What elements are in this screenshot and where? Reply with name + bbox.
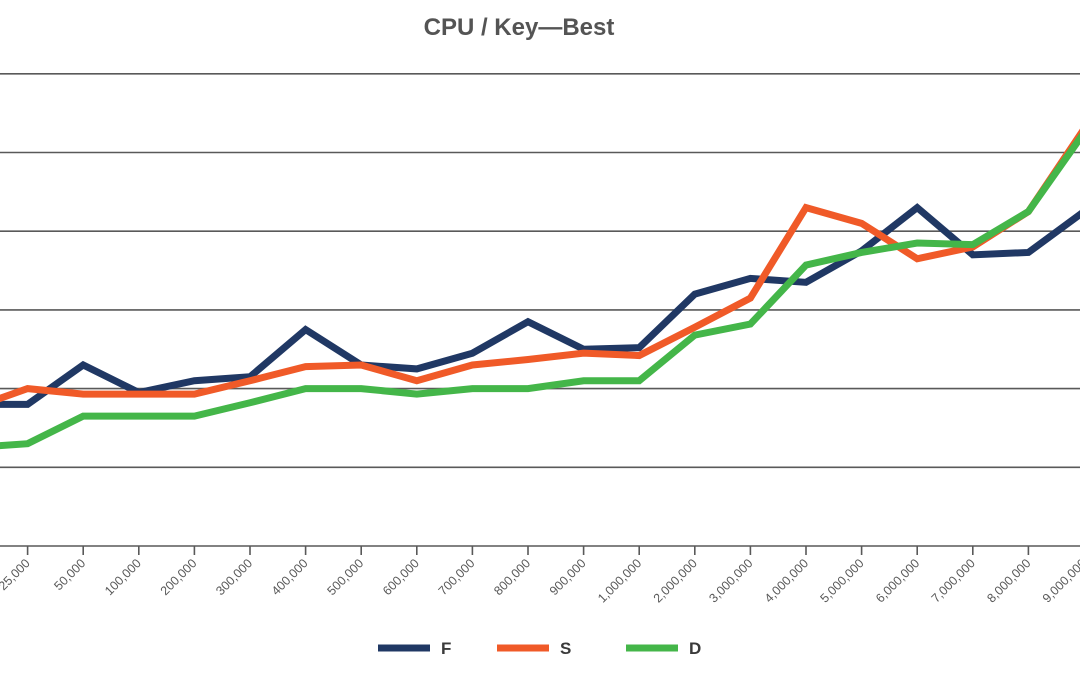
x-axis-ticks	[26, 546, 1030, 555]
series-line-s	[0, 128, 1080, 403]
x-tick-label: 6,000,000	[873, 556, 922, 605]
series-lines	[0, 128, 1080, 450]
legend-label-f: F	[441, 639, 451, 658]
x-tick-label: 2,000,000	[651, 556, 700, 605]
x-tick-label: 5,000,000	[818, 556, 867, 605]
x-tick-label: 25,000	[0, 556, 33, 593]
series-line-f	[0, 203, 1080, 408]
x-tick-label: 500,000	[324, 556, 366, 598]
x-tick-label: 8,000,000	[984, 556, 1033, 605]
x-tick-label: 100,000	[102, 556, 144, 598]
x-tick-label: 3,000,000	[706, 556, 755, 605]
legend-label-s: S	[560, 639, 571, 658]
x-tick-label: 4,000,000	[762, 556, 811, 605]
x-tick-label: 7,000,000	[929, 556, 978, 605]
x-tick-label: 1,000,000	[595, 556, 644, 605]
x-tick-label: 300,000	[213, 556, 255, 598]
x-tick-label: 9,000,000	[1040, 556, 1080, 605]
x-tick-label: 800,000	[491, 556, 533, 598]
x-axis-labels: 25,000 50,000 100,000 200,000 300,000 400,000…	[0, 556, 1080, 605]
x-tick-label: 50,000	[51, 556, 88, 593]
series-line-d	[0, 132, 1080, 450]
x-tick-label: 200,000	[158, 556, 200, 598]
gridlines	[0, 73, 1080, 547]
x-tick-label: 900,000	[547, 556, 589, 598]
x-tick-label: 600,000	[380, 556, 422, 598]
x-tick-label: 400,000	[269, 556, 311, 598]
legend-label-d: D	[689, 639, 701, 658]
x-tick-label: 700,000	[436, 556, 478, 598]
chart-title: CPU / Key—Best	[424, 14, 615, 41]
